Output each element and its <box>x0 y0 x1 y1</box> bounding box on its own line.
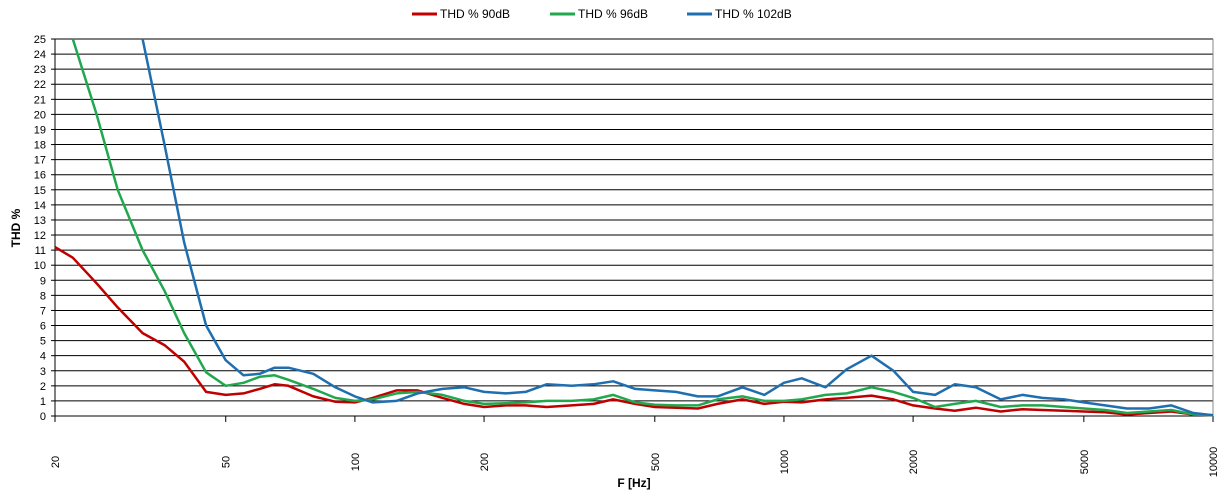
y-tick-label: 8 <box>40 290 46 302</box>
x-tick-label: 100 <box>350 453 362 471</box>
y-tick-label: 10 <box>34 260 46 272</box>
x-tick-label: 50 <box>221 456 233 468</box>
y-tick-label: 16 <box>34 170 46 182</box>
y-tick-label: 4 <box>40 351 46 363</box>
y-tick-label: 6 <box>40 321 46 333</box>
y-tick-label: 23 <box>34 64 46 76</box>
legend-label: THD % 96dB <box>578 7 648 21</box>
y-tick-label: 12 <box>34 230 46 242</box>
y-tick-label: 18 <box>34 140 46 152</box>
x-axis-title: F [Hz] <box>617 476 650 490</box>
series-line <box>71 38 1214 417</box>
y-tick-label: 22 <box>34 79 46 91</box>
x-tick-label: 500 <box>650 453 662 471</box>
y-tick-label: 14 <box>34 200 46 212</box>
y-tick-label: 11 <box>35 245 46 257</box>
y-tick-label: 9 <box>40 275 46 287</box>
x-tick-label: 5000 <box>1079 450 1091 474</box>
y-tick-label: 7 <box>40 305 46 317</box>
x-tick-label: 2000 <box>908 450 920 474</box>
x-tick-label: 1000 <box>779 450 791 474</box>
y-tick-label: 21 <box>34 94 46 106</box>
y-tick-label: 17 <box>34 155 46 167</box>
legend: THD % 90dB THD % 96dB THD % 102dB <box>412 7 792 21</box>
y-tick-label: 20 <box>34 109 46 121</box>
y-tick-label: 15 <box>34 185 46 197</box>
x-tick-label: 10000 <box>1208 447 1220 478</box>
y-tick-label: 13 <box>34 215 46 227</box>
y-tick-label: 25 <box>34 34 46 46</box>
y-axis-title: THD % <box>9 208 23 247</box>
y-tick-label: 5 <box>40 336 46 348</box>
x-tick-label: 20 <box>50 456 62 468</box>
y-tick-label: 19 <box>34 124 46 136</box>
y-tick-label: 3 <box>40 366 46 378</box>
y-tick-label: 1 <box>40 396 46 408</box>
series-line <box>141 38 1214 417</box>
x-tick-label: 200 <box>479 453 491 471</box>
legend-label: THD % 90dB <box>440 7 510 21</box>
y-tick-label: 24 <box>34 49 46 61</box>
series-line <box>54 246 1214 417</box>
y-tick-label: 2 <box>40 381 46 393</box>
y-tick-label: 0 <box>40 411 46 423</box>
legend-label: THD % 102dB <box>715 7 792 21</box>
